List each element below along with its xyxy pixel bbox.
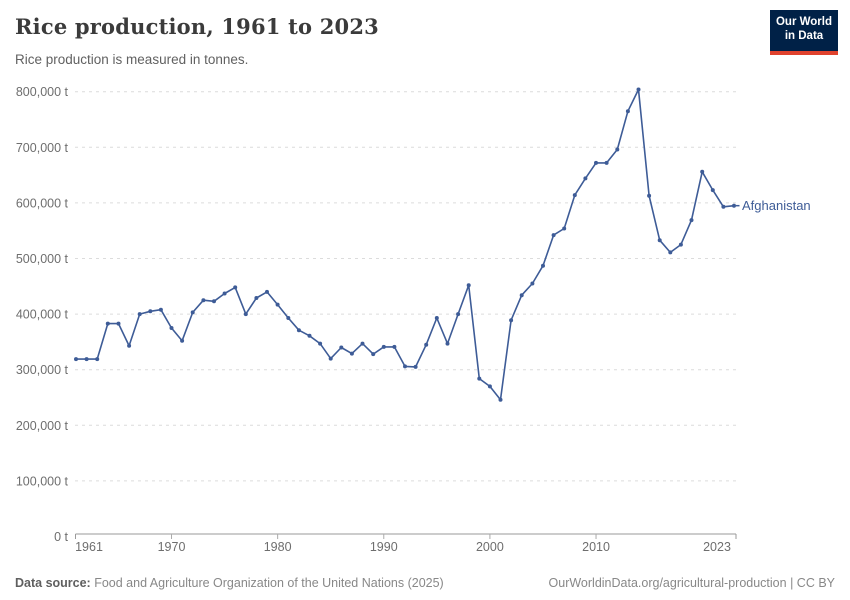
data-point[interactable] [604,160,609,165]
y-axis-tick-label: 100,000 t [16,474,69,488]
y-axis-tick-label: 400,000 t [16,308,69,322]
data-point[interactable] [636,87,641,92]
data-point[interactable] [445,341,450,346]
data-point[interactable] [700,169,705,174]
data-point[interactable] [265,289,269,294]
data-point[interactable] [296,328,301,333]
y-axis-tick-label: 500,000 t [16,252,69,266]
x-axis-tick-label: 1970 [158,540,186,554]
data-source-text: Food and Agriculture Organization of the… [90,576,444,590]
y-axis-tick-label: 200,000 t [16,419,69,433]
x-axis-tick-label: 1961 [75,540,103,554]
y-axis-tick-label: 300,000 t [16,363,69,377]
data-point[interactable] [657,238,662,243]
data-point[interactable] [371,352,376,357]
data-point[interactable] [456,312,461,317]
data-point[interactable] [116,321,121,326]
data-point[interactable] [509,318,514,323]
data-point[interactable] [594,160,598,165]
data-point[interactable] [625,109,630,114]
data-point[interactable] [212,299,216,304]
license-separator: | [786,576,797,590]
data-point[interactable] [562,226,567,231]
data-point[interactable] [275,302,280,307]
data-point[interactable] [721,204,726,209]
data-point[interactable] [127,343,132,348]
data-point[interactable] [74,357,78,362]
data-point[interactable] [732,203,736,208]
y-axis-tick-label: 600,000 t [16,196,69,210]
data-point[interactable] [668,250,673,255]
data-point[interactable] [339,345,344,350]
data-point[interactable] [615,147,620,152]
data-point[interactable] [222,291,227,296]
data-point[interactable] [392,344,397,349]
license-label: CC BY [796,576,835,590]
x-axis-tick-label: 2010 [582,540,610,554]
afghanistan-line-series[interactable] [76,88,735,401]
data-point[interactable] [530,281,535,286]
data-point[interactable] [487,384,492,389]
data-point[interactable] [233,285,238,290]
data-point[interactable] [84,357,89,362]
x-axis-tick-label: 2023 [703,540,731,554]
data-point[interactable] [477,376,482,381]
data-point[interactable] [466,283,471,288]
data-point[interactable] [498,397,503,402]
data-point[interactable] [689,218,694,223]
owid-logo-line2: in Data [784,30,824,43]
data-point[interactable] [360,341,365,346]
data-point[interactable] [307,333,312,338]
data-source-label: Data source: [15,576,91,590]
entity-label-afghanistan[interactable]: Afghanistan [742,198,811,213]
chart-subtitle: Rice production is measured in tonnes. [15,52,249,67]
data-point[interactable] [95,357,100,362]
x-axis-tick-label: 1980 [264,540,292,554]
attribution: OurWorldinData.org/agricultural-producti… [549,576,835,590]
data-point[interactable] [328,356,333,361]
data-point[interactable] [403,364,407,369]
data-point[interactable] [148,309,153,314]
data-point[interactable] [678,242,683,247]
y-axis-tick-label: 700,000 t [16,141,69,155]
data-point[interactable] [647,193,652,198]
chart-footer: Data source: Food and Agriculture Organi… [15,576,835,590]
chart-title: Rice production, 1961 to 2023 [15,14,379,39]
data-point[interactable] [254,296,259,300]
data-point[interactable] [541,263,545,268]
data-point[interactable] [583,176,588,181]
data-point[interactable] [434,316,439,320]
owid-logo-line1: Our World [775,16,832,28]
y-axis-tick-label: 0 t [54,530,68,544]
x-axis-tick-label: 1990 [370,540,398,554]
data-point[interactable] [318,341,323,346]
data-point[interactable] [413,364,418,369]
data-point[interactable] [710,188,715,193]
data-point[interactable] [551,233,556,238]
data-point[interactable] [519,293,524,298]
owid-logo[interactable]: Our World in Data [770,10,838,55]
data-point[interactable] [137,312,142,317]
y-axis-tick-label: 800,000 t [16,85,69,99]
data-point[interactable] [201,298,206,303]
data-point[interactable] [180,338,185,343]
data-point[interactable] [158,307,163,312]
x-axis-tick-label: 2000 [476,540,504,554]
data-source-note: Data source: Food and Agriculture Organi… [15,576,444,590]
data-point[interactable] [381,344,386,349]
data-point[interactable] [243,312,248,317]
data-point[interactable] [349,351,354,356]
data-point[interactable] [572,193,577,198]
data-point[interactable] [105,321,110,326]
data-point[interactable] [169,326,174,330]
owid-url-link[interactable]: OurWorldinData.org/agricultural-producti… [548,576,787,590]
data-point[interactable] [286,316,291,320]
data-point[interactable] [190,310,195,315]
data-point[interactable] [424,342,429,347]
